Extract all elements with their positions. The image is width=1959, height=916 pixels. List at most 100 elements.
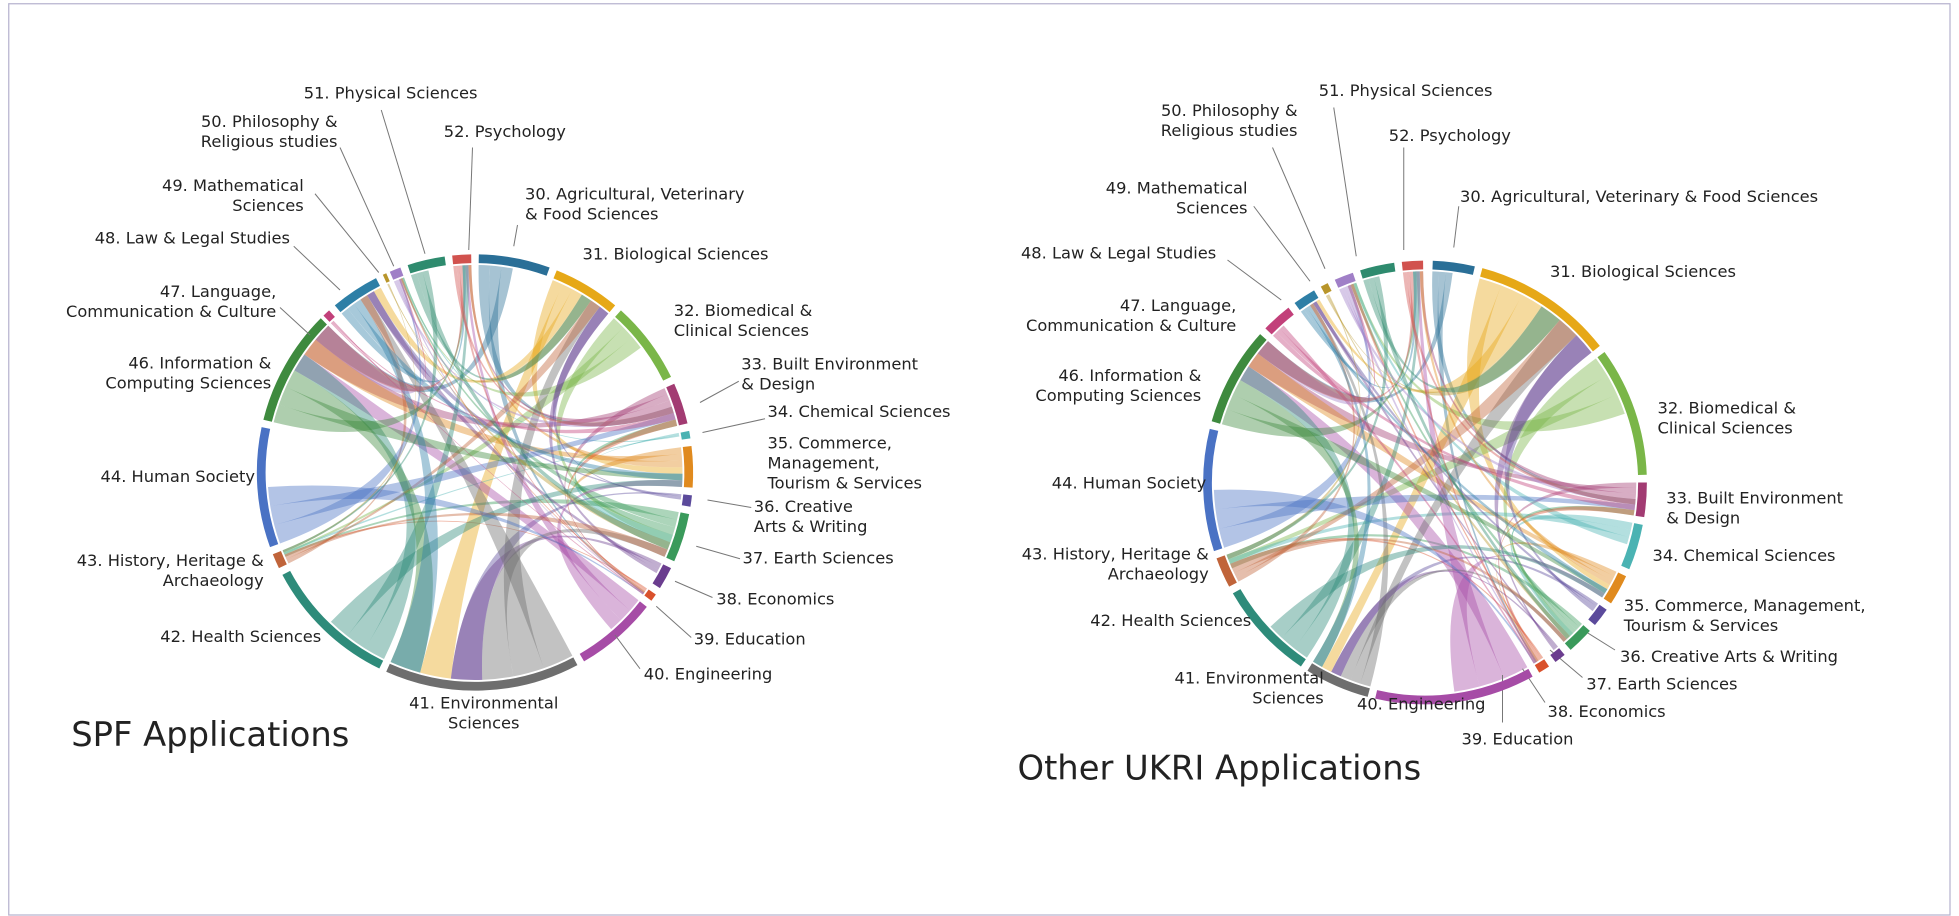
ribbon — [1233, 380, 1359, 667]
leader-line — [1584, 630, 1616, 651]
leader-line — [614, 634, 641, 670]
node-label: 33. Built Environment — [1666, 488, 1843, 507]
ribbon — [1281, 271, 1420, 649]
ribbon — [304, 339, 670, 428]
leader-line — [707, 499, 752, 508]
frame — [8, 3, 1951, 916]
node-arc — [389, 267, 404, 280]
node-label: Computing Sciences — [105, 373, 271, 392]
node-arc — [263, 318, 327, 422]
node-arc — [682, 445, 694, 488]
node-label: 47. Language, — [160, 282, 276, 301]
node-label: Arts & Writing — [754, 517, 868, 536]
node-label: 46. Information & — [128, 353, 271, 372]
ribbon — [1340, 569, 1567, 681]
ribbon — [1467, 278, 1610, 590]
node-label: 42. Health Sciences — [1090, 611, 1251, 630]
node-label: Sciences — [1252, 688, 1323, 707]
ribbon — [1240, 366, 1528, 679]
node-label: 47. Language, — [1120, 296, 1236, 315]
diagram-title: SPF Applications — [71, 715, 349, 754]
node-label: Sciences — [232, 196, 303, 215]
leader-line — [339, 147, 395, 267]
node-arc — [1635, 482, 1647, 518]
leader-line — [655, 605, 692, 638]
ribbon — [387, 284, 591, 383]
ribbon — [315, 265, 464, 392]
node-arc — [1480, 268, 1600, 352]
ribbon — [287, 295, 407, 564]
node-label: 42. Health Sciences — [160, 627, 321, 646]
node-label: Communication & Culture — [66, 302, 276, 321]
ribbon — [1270, 545, 1605, 638]
node-label: & Design — [741, 375, 815, 394]
node-arc — [1294, 290, 1319, 311]
ribbon — [360, 295, 573, 669]
leader-line — [380, 109, 426, 254]
ribbon — [268, 485, 644, 595]
node-arc — [452, 254, 472, 265]
node-label: 37. Earth Sciences — [743, 548, 894, 567]
node-label: 41. Environmental — [1175, 668, 1324, 687]
ribbon — [503, 300, 600, 677]
ribbons — [1213, 271, 1637, 692]
ribbon — [1350, 319, 1577, 684]
node-arc — [386, 657, 578, 691]
node-arc — [1603, 572, 1627, 604]
ribbon — [1322, 285, 1522, 672]
node-arc — [382, 273, 390, 283]
node-label: Archaeology — [1108, 565, 1209, 584]
node-arc — [1534, 659, 1550, 673]
leader-line — [1333, 107, 1357, 257]
ribbon — [1363, 278, 1560, 393]
chord-diagram: 30. Agricultural, Veterinary& Food Scien… — [66, 83, 951, 754]
node-arc — [478, 254, 550, 276]
node-label: & Food Sciences — [525, 205, 658, 224]
node-label: 30. Agricultural, Veterinary & Food Scie… — [1460, 187, 1818, 206]
ribbon — [1331, 570, 1559, 677]
node-arc — [334, 278, 381, 313]
node-label: 46. Information & — [1058, 366, 1201, 385]
ribbon — [1316, 294, 1542, 394]
node-label: 33. Built Environment — [741, 355, 918, 374]
node-arc — [1216, 555, 1237, 587]
node-arc — [1401, 260, 1424, 271]
node-label: 52. Psychology — [444, 122, 567, 141]
leader-line — [293, 245, 341, 291]
node-label: 34. Chemical Sciences — [1653, 546, 1836, 565]
node-arc — [1564, 625, 1590, 650]
node-label: 49. Mathematical — [1106, 178, 1248, 197]
ribbon — [354, 299, 438, 673]
node-arc — [553, 270, 616, 313]
chord-diagram: 30. Agricultural, Veterinary & Food Scie… — [1018, 81, 1866, 788]
leader-line — [1253, 205, 1311, 282]
ribbon — [468, 265, 672, 423]
ribbon — [450, 492, 682, 681]
ribbon — [450, 535, 662, 681]
ribbon — [347, 265, 469, 649]
node-label: 38. Economics — [1548, 702, 1666, 721]
node-label: 39. Education — [1462, 730, 1574, 749]
ribbon — [548, 306, 659, 574]
ribbons — [268, 265, 683, 681]
node-arc — [272, 550, 287, 569]
node-label: 36. Creative Arts & Writing — [1620, 647, 1838, 666]
ribbon — [1215, 494, 1636, 529]
ribbon — [1236, 303, 1356, 582]
node-label: 43. History, Heritage & — [1022, 545, 1209, 564]
node-arc — [1550, 648, 1565, 663]
ribbon — [1228, 375, 1617, 564]
node-label: Sciences — [1176, 198, 1247, 217]
node-arc — [666, 512, 690, 562]
node-label: 48. Law & Legal Studies — [95, 228, 290, 247]
ribbon — [315, 266, 513, 393]
node-label: 39. Education — [694, 630, 806, 649]
ribbon — [1221, 271, 1417, 437]
ribbon — [273, 265, 466, 433]
node-label: 44. Human Society — [101, 467, 256, 486]
node-arc — [1307, 663, 1370, 697]
node-arc — [1320, 283, 1332, 295]
node-label: 35. Commerce, Management, — [1624, 596, 1866, 615]
node-arc — [1203, 428, 1223, 552]
